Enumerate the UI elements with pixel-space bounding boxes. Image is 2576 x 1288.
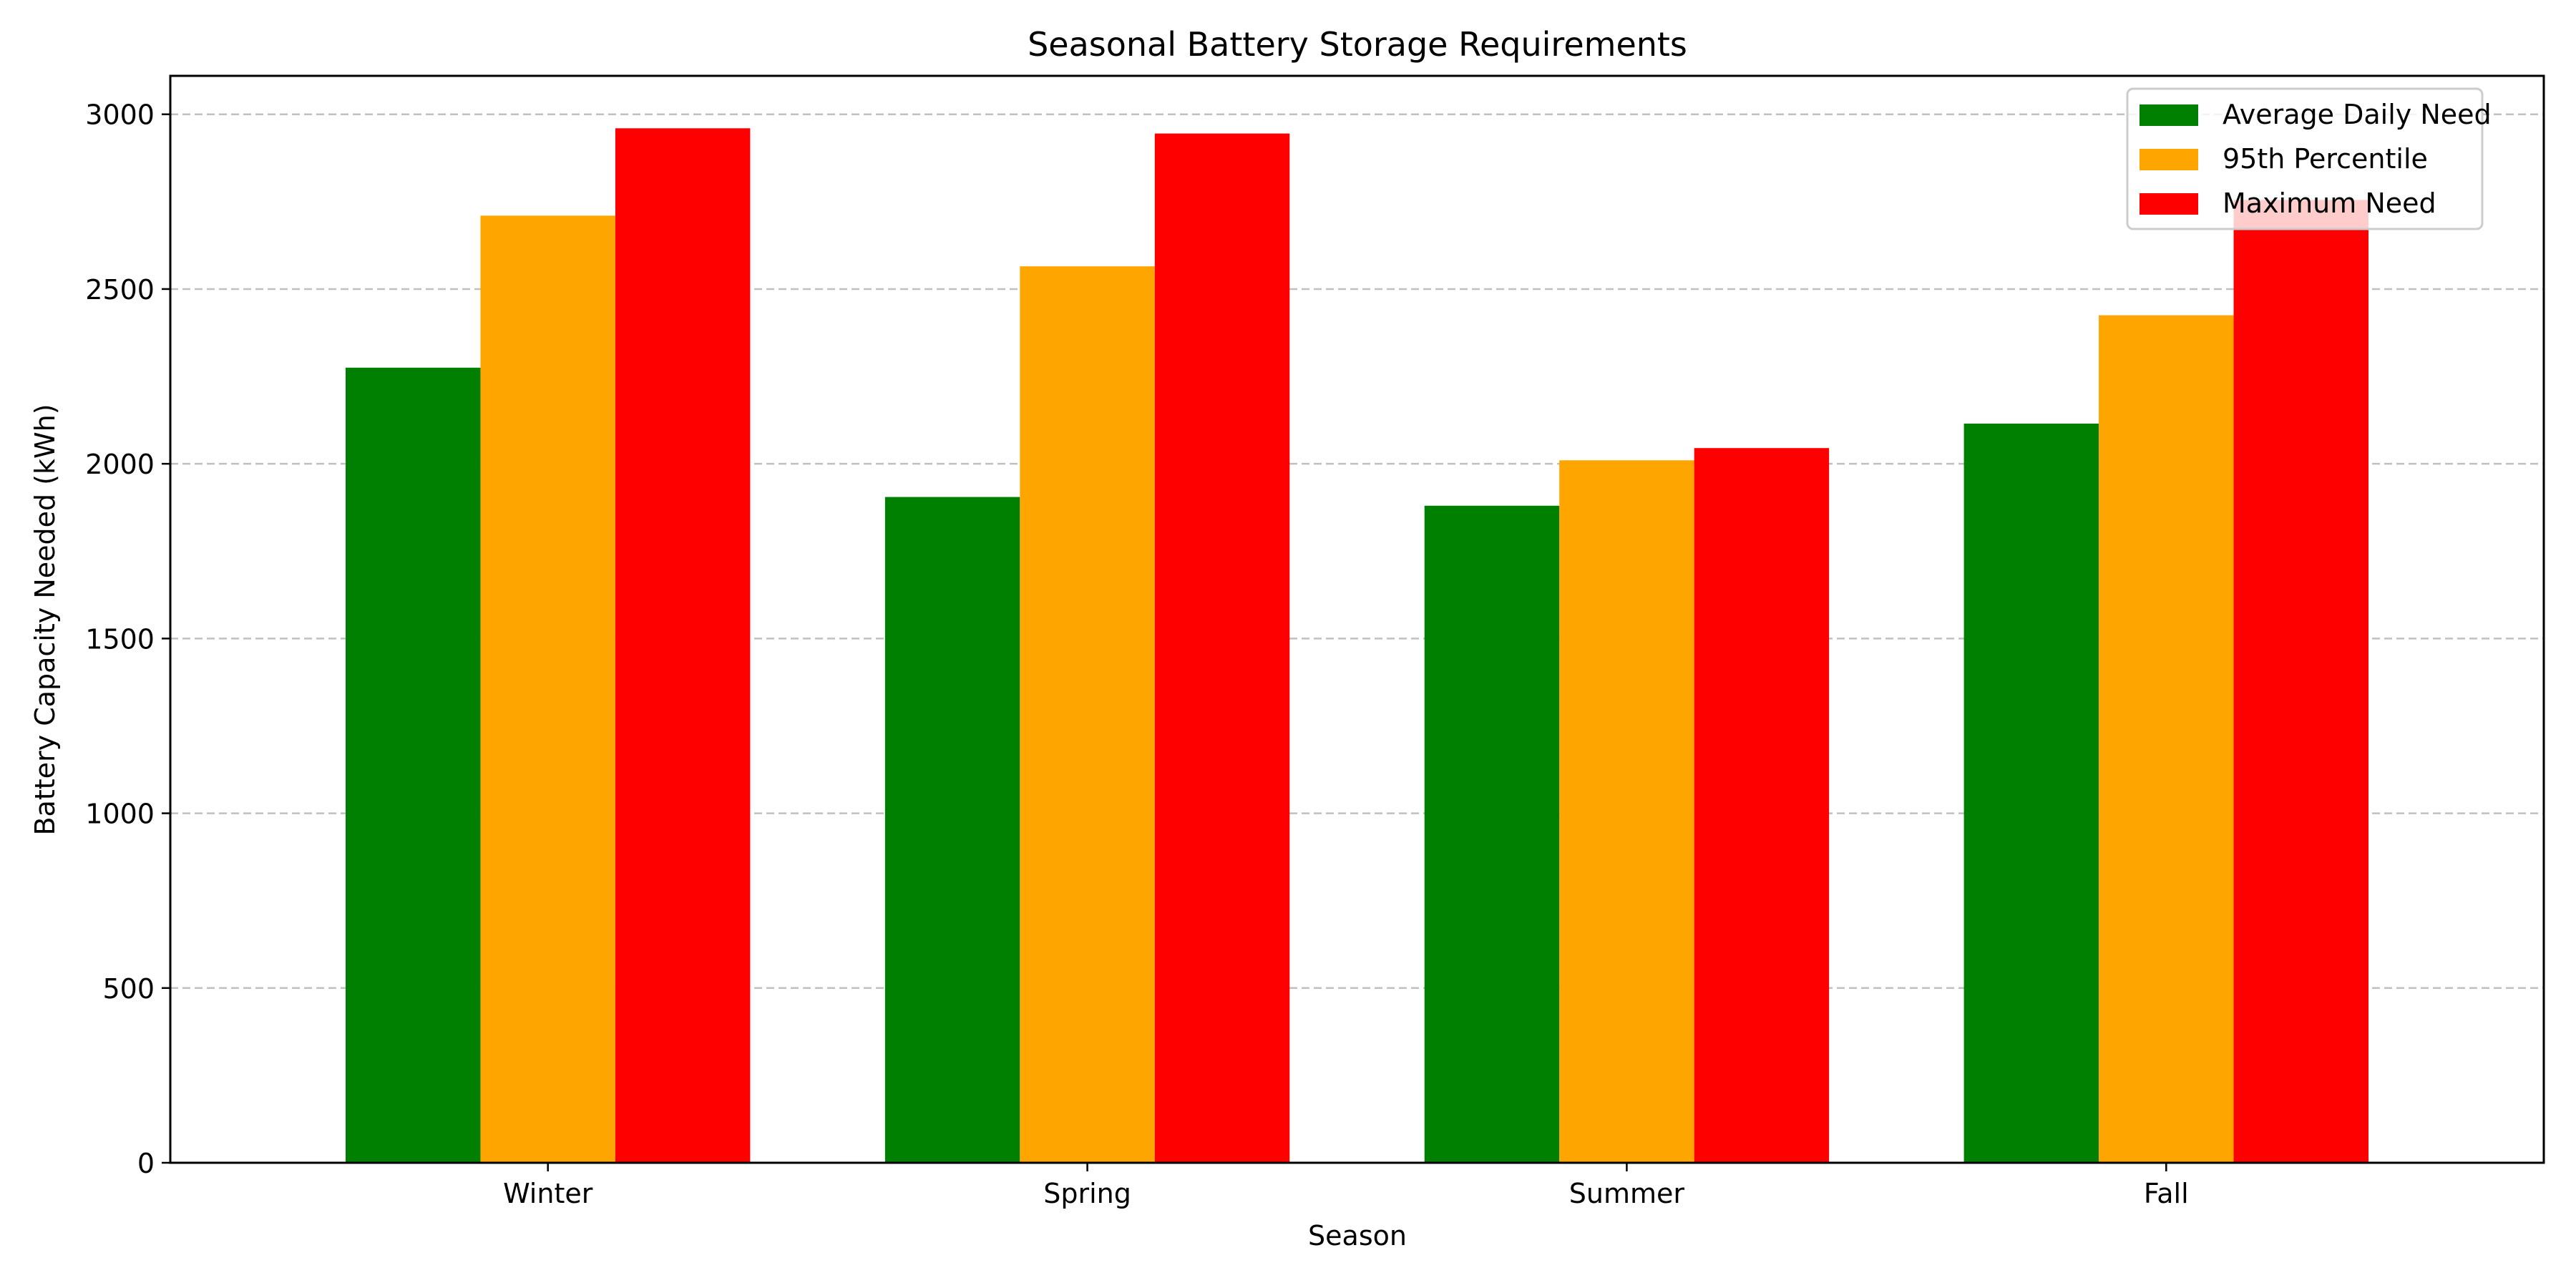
plot-frame [169, 74, 2545, 1164]
bar-summer-0 [1424, 505, 1560, 1163]
y-tick-label: 0 [137, 1148, 155, 1179]
x-tick-label: Winter [503, 1178, 593, 1209]
legend-label: Maximum Need [2223, 187, 2436, 219]
bar-spring-2 [1154, 133, 1290, 1163]
y-tick-label: 1000 [85, 799, 155, 830]
x-tick-label: Summer [1569, 1178, 1685, 1209]
y-tick-label: 3000 [85, 99, 155, 131]
y-tick-label: 1500 [85, 623, 155, 655]
y-tick-label: 500 [102, 973, 155, 1005]
y-tick-label: 2000 [85, 449, 155, 480]
bar-spring-1 [1020, 266, 1155, 1163]
x-axis: Winter Spring Summer Fall [503, 1163, 2189, 1209]
y-tick-label: 2500 [85, 274, 155, 306]
x-axis-label: Season [1308, 1220, 1407, 1252]
bar-winter-2 [615, 128, 751, 1163]
bar-fall-0 [1963, 423, 2099, 1163]
bar-winter-1 [480, 215, 615, 1163]
x-tick-label: Spring [1043, 1178, 1131, 1209]
bars [346, 128, 2368, 1163]
bar-spring-0 [884, 497, 1020, 1163]
bar-summer-1 [1559, 460, 1694, 1163]
legend-label: Average Daily Need [2223, 99, 2492, 130]
legend: Average Daily Need 95th Percentile Maximum… [2126, 87, 2492, 230]
legend-swatch [2140, 104, 2198, 126]
bar-summer-2 [1694, 448, 1830, 1163]
chart-title: Seasonal Battery Storage Requirements [1028, 25, 1687, 64]
bar-fall-1 [2099, 315, 2234, 1163]
y-axis-label: Battery Capacity Needed (kWh) [29, 404, 61, 835]
bar-fall-2 [2233, 200, 2368, 1163]
y-axis: 0 500 1000 1500 2000 2500 3000 [85, 99, 170, 1179]
bar-winter-0 [346, 367, 481, 1163]
legend-label: 95th Percentile [2223, 143, 2428, 175]
legend-box [2126, 87, 2484, 230]
legend-swatch [2140, 193, 2198, 215]
x-tick-label: Fall [2144, 1178, 2189, 1209]
legend-swatch [2140, 149, 2198, 170]
